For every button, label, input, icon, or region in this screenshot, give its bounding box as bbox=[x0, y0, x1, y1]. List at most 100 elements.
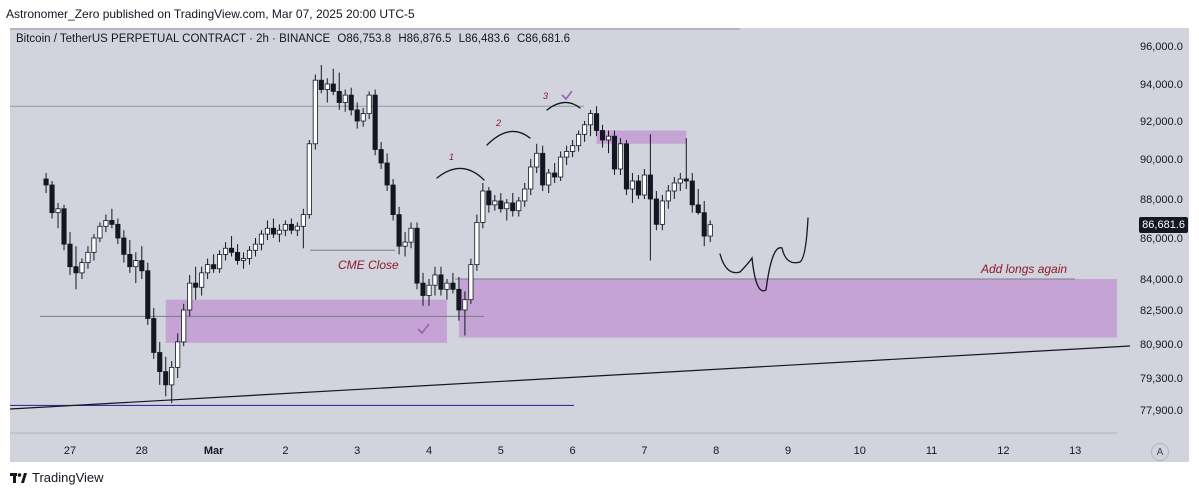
candle-body-up bbox=[264, 227, 271, 235]
candle-body-up bbox=[252, 243, 259, 251]
candle-body-down bbox=[701, 212, 707, 237]
candle-body-up bbox=[97, 225, 103, 239]
candle bbox=[683, 138, 689, 189]
candle-body-up bbox=[366, 94, 372, 114]
candle bbox=[282, 220, 288, 237]
candle-body-up bbox=[534, 152, 540, 168]
time-tick-label: 11 bbox=[926, 445, 937, 457]
candle bbox=[330, 68, 336, 96]
symbol-name[interactable]: Bitcoin / TetherUS PERPETUAL CONTRACT · … bbox=[16, 33, 331, 45]
candle bbox=[450, 272, 456, 294]
candle bbox=[582, 121, 588, 142]
candle bbox=[234, 244, 241, 265]
candle-body-down bbox=[163, 371, 169, 386]
candle-body-up bbox=[629, 180, 635, 190]
candle bbox=[294, 222, 300, 237]
candle bbox=[546, 169, 552, 193]
candle-body-down bbox=[354, 109, 360, 122]
time-tick-label: 12 bbox=[997, 445, 1009, 457]
candle bbox=[240, 252, 247, 269]
candle-body-down bbox=[330, 83, 336, 92]
price-tick-label: 82,500.0 bbox=[1140, 305, 1183, 317]
time-tick-label: 10 bbox=[854, 445, 866, 457]
candle-body-down bbox=[420, 282, 426, 296]
candle-body-up bbox=[246, 249, 253, 259]
candle bbox=[701, 200, 707, 247]
candle bbox=[384, 153, 390, 191]
price-tick-label: 84,000.0 bbox=[1140, 274, 1183, 286]
candle-body-up bbox=[175, 341, 181, 368]
candles bbox=[43, 65, 713, 404]
candle-body-down bbox=[593, 113, 600, 131]
candle bbox=[109, 208, 115, 229]
candle bbox=[336, 72, 342, 110]
candle bbox=[474, 214, 480, 271]
auto-scale-button[interactable]: A bbox=[1151, 443, 1169, 461]
candle-body-up bbox=[300, 214, 306, 227]
candle-body-down bbox=[372, 94, 378, 150]
candle bbox=[689, 173, 695, 213]
candle bbox=[175, 333, 181, 378]
candle bbox=[115, 218, 121, 245]
candle-body-up bbox=[103, 220, 109, 227]
candle-body-up bbox=[432, 274, 438, 286]
candle bbox=[97, 222, 103, 243]
candle-body-up bbox=[402, 241, 408, 247]
candle-body-up bbox=[133, 260, 139, 268]
candle-body-down bbox=[193, 282, 199, 288]
time-tick-label: 9 bbox=[785, 445, 791, 457]
candle-body-up bbox=[576, 133, 582, 147]
candle bbox=[43, 173, 49, 193]
candle-body-down bbox=[336, 91, 342, 103]
candle bbox=[199, 266, 205, 296]
candle bbox=[139, 246, 145, 279]
candle-body-down bbox=[109, 220, 115, 225]
candle-body-up bbox=[223, 247, 229, 255]
candle-body-up bbox=[671, 182, 677, 192]
candle bbox=[456, 276, 462, 321]
horizontal-levels bbox=[9, 105, 1131, 410]
candle bbox=[288, 218, 294, 235]
candle bbox=[223, 242, 229, 261]
candle-body-down bbox=[73, 266, 79, 274]
candle bbox=[145, 262, 151, 325]
candle-body-up bbox=[426, 284, 432, 296]
candle bbox=[151, 307, 157, 359]
candle bbox=[264, 220, 271, 241]
candle-body-down bbox=[61, 208, 67, 245]
candle-body-down bbox=[396, 214, 402, 247]
demand-zone-2 bbox=[596, 130, 687, 144]
candle bbox=[665, 185, 671, 209]
candle bbox=[444, 279, 450, 300]
candle bbox=[438, 266, 444, 296]
candle bbox=[187, 274, 193, 317]
candle-body-down bbox=[43, 178, 49, 186]
candle bbox=[366, 91, 372, 120]
tradingview-logo[interactable]: TradingView bbox=[10, 470, 104, 485]
candle bbox=[354, 102, 360, 129]
chart-panel[interactable] bbox=[10, 28, 1189, 462]
candle-body-down bbox=[151, 318, 157, 353]
candle bbox=[498, 193, 504, 213]
candle bbox=[306, 140, 312, 219]
candle-body-down bbox=[384, 162, 390, 186]
candle bbox=[342, 89, 348, 112]
candle bbox=[647, 134, 653, 261]
candle bbox=[318, 65, 324, 94]
time-tick-label: 13 bbox=[1069, 445, 1081, 457]
candle-body-down bbox=[139, 260, 145, 272]
candle-body-down bbox=[486, 190, 492, 206]
candle bbox=[599, 124, 606, 148]
candle bbox=[270, 218, 276, 238]
time-tick-label: 28 bbox=[136, 445, 148, 457]
candle-body-up bbox=[522, 188, 528, 202]
publisher-line: Astronomer_Zero published on TradingView… bbox=[6, 7, 415, 21]
candle bbox=[300, 208, 306, 249]
candle bbox=[408, 222, 414, 249]
candle bbox=[617, 138, 624, 175]
candle bbox=[492, 195, 498, 211]
candle-body-up bbox=[79, 262, 85, 274]
time-tick-label: 8 bbox=[713, 445, 719, 457]
candle-body-up bbox=[492, 200, 498, 206]
